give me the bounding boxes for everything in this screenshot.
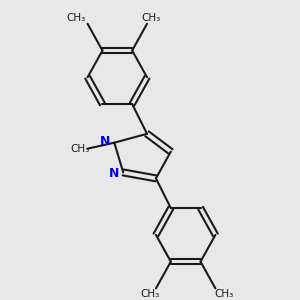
Text: N: N [100,135,111,148]
Text: CH₃: CH₃ [142,13,161,23]
Text: CH₃: CH₃ [140,289,160,299]
Text: N: N [109,167,119,180]
Text: CH₃: CH₃ [70,144,90,154]
Text: CH₃: CH₃ [66,13,85,23]
Text: CH₃: CH₃ [215,289,234,299]
